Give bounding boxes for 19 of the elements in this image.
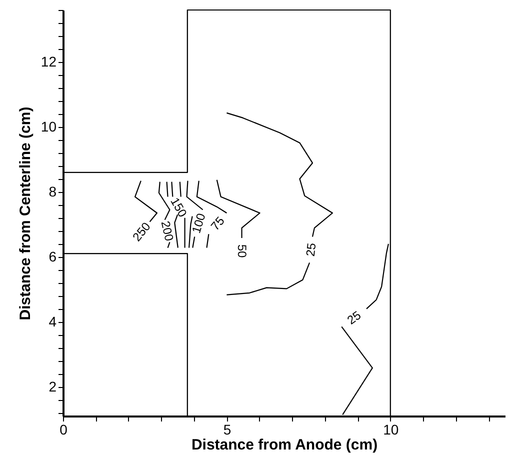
x-tick-label: 10: [383, 422, 399, 438]
y-tick-label: 4: [48, 313, 57, 330]
y-tick-label: 2: [48, 378, 57, 394]
text: 75: [208, 214, 228, 234]
y-tick-label: 8: [48, 183, 57, 200]
y-tick-label: 10: [40, 118, 57, 134]
text: 50: [234, 244, 249, 258]
x-tick-label: 5: [223, 422, 232, 438]
text: 200: [158, 220, 176, 243]
text: 100: [189, 211, 208, 235]
y-axis-title: Distance from Centerline (cm): [16, 106, 34, 320]
x-tick-label: 0: [60, 422, 68, 438]
y-tick-label: 12: [40, 53, 57, 70]
text: 25: [303, 242, 319, 258]
text: 250: [130, 219, 154, 244]
y-tick-label: 6: [48, 248, 57, 264]
x-axis-title: Distance from Anode (cm): [191, 436, 378, 454]
text: 25: [344, 308, 364, 328]
text: 150: [168, 195, 190, 220]
